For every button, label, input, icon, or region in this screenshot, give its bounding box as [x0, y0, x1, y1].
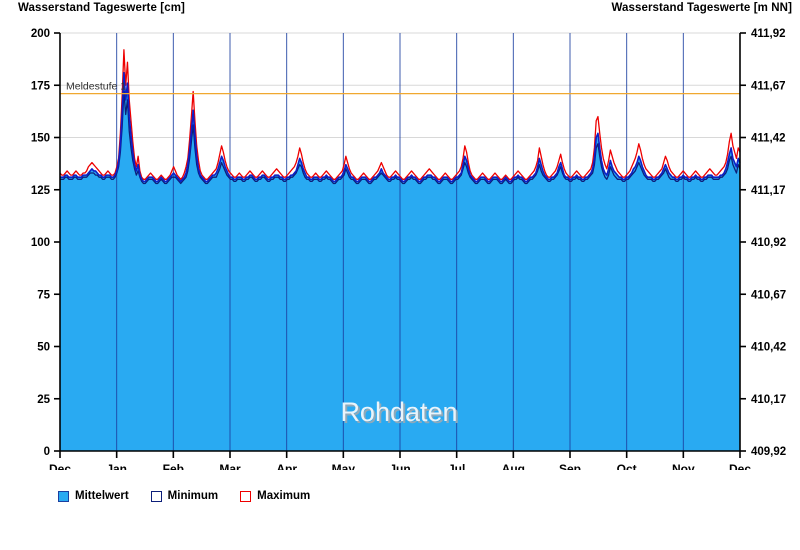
x-axis-tick-label: Mar [219, 462, 241, 470]
meldestufe-line: Meldestufe 1 [60, 81, 740, 95]
legend-minimum[interactable]: Minimum [150, 490, 219, 502]
minimum-line [60, 90, 741, 185]
y-axis-tick-right: 410,67 [751, 289, 786, 301]
chart-legend: Mittelwert Minimum Maximum [0, 484, 800, 508]
legend-minimum-label: Minimum [167, 490, 219, 502]
y-axis-tick-left: 175 [31, 80, 51, 92]
y-axis-tick-left: 150 [31, 133, 50, 145]
x-axis-tick-label: Oct [617, 462, 637, 470]
x-axis-tick-label: Feb [163, 462, 184, 470]
vertical-gridlines [116, 33, 684, 451]
x-axis-tick-label: Jan [106, 462, 127, 470]
y-axis-tick-right: 411,17 [751, 185, 786, 197]
x-axis-tick-label: Sep [559, 462, 581, 470]
x-axis-tick-label: Dec [729, 462, 751, 470]
chart-plot-area: Meldestufe 1 0 25 50 75 100 125 150 175 200 409,9… [31, 28, 786, 470]
y-axis-tick-right: 410,92 [751, 237, 786, 249]
y-axis-tick-left: 200 [31, 28, 50, 40]
x-axis-tick-label: Apr [276, 462, 297, 470]
y-axis-tick-right: 410,17 [751, 394, 786, 406]
chart-title-right: Wasserstand Tageswerte [m NN] [611, 2, 792, 14]
y-axis-tick-right: 410,42 [751, 342, 786, 354]
y-axis-tick-right: 411,42 [751, 133, 786, 145]
watermark-shadow: Rohdaten [342, 399, 459, 429]
x-axis-tick-label: May [332, 462, 356, 470]
meldestufe-label: Meldestufe 1 [66, 81, 126, 93]
legend-minimum-swatch [150, 490, 162, 502]
y-axis-tick-left: 25 [37, 394, 50, 406]
legend-maximum-label: Maximum [257, 490, 311, 502]
y-axis-tick-right: 411,67 [751, 80, 786, 92]
legend-mittelwert[interactable]: Mittelwert [58, 490, 129, 502]
x-axis-tick-label: Jun [389, 462, 410, 470]
legend-maximum[interactable]: Maximum [240, 490, 310, 502]
y-axis-tick-left: 0 [44, 446, 50, 458]
y-axis-tick-left: 50 [37, 342, 50, 354]
y-axis-tick-left: 125 [31, 185, 51, 197]
hydrograph-svg: Meldestufe 1 0 25 50 75 100 125 150 175 200 409,9… [31, 28, 786, 470]
y-axis-tick-left: 75 [37, 289, 50, 301]
axis-ticks [54, 32, 746, 458]
watermark: Rohdaten [340, 397, 457, 427]
x-axis-tick-label: Dec [49, 462, 71, 470]
maximum-line [59, 49, 741, 180]
x-axis-tick-label: Nov [672, 462, 695, 470]
legend-mittelwert-swatch [58, 490, 69, 502]
legend-maximum-swatch [240, 490, 252, 502]
y-axis-tick-right: 409,92 [751, 446, 786, 458]
mittelwert-line [60, 71, 741, 183]
y-axis-tick-left: 100 [31, 237, 50, 249]
y-axis-tick-right: 411,92 [751, 28, 786, 40]
x-axis-tick-label: Jul [448, 462, 465, 470]
chart-title-left: Wasserstand Tageswerte [cm] [18, 2, 185, 14]
x-axis-tick-label: Aug [502, 462, 525, 470]
legend-mittelwert-label: Mittelwert [75, 490, 129, 502]
axis-tick-labels: 0 25 50 75 100 125 150 175 200 409,92 410,17 410,42… [31, 28, 786, 470]
